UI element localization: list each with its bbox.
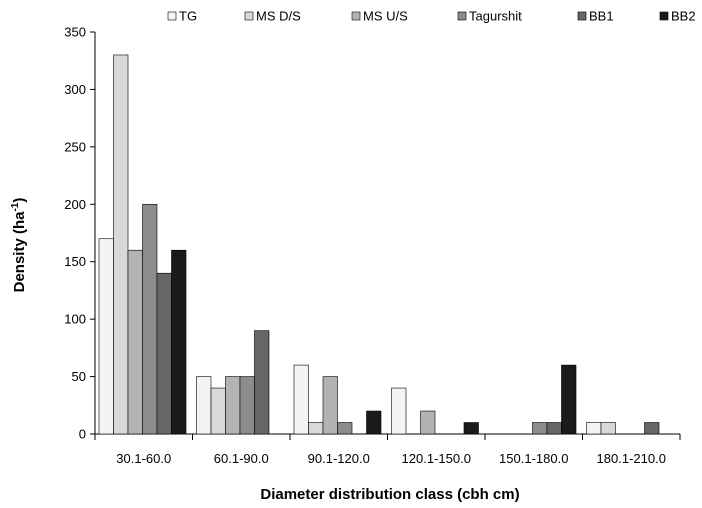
bar-tg-0 bbox=[98, 238, 114, 435]
bar-tagurshit-1 bbox=[239, 376, 255, 435]
y-tick-label: 250 bbox=[64, 139, 86, 154]
y-axis: 0 50 100 150 200 250 300 350 bbox=[64, 25, 96, 442]
bar-bb2-2 bbox=[366, 410, 382, 435]
legend-label: BB1 bbox=[589, 9, 614, 24]
bar-ms-u-s-3 bbox=[420, 410, 436, 435]
legend-label: Tagurshit bbox=[469, 9, 522, 24]
y-axis-title-main: Density (ha bbox=[11, 211, 28, 293]
x-tick-label: 90.1-120.0 bbox=[308, 451, 370, 466]
x-tick-label: 30.1-60.0 bbox=[116, 451, 171, 466]
y-tick-label: 200 bbox=[64, 197, 86, 212]
x-axis-title: Diameter distribution class (cbh cm) bbox=[260, 486, 519, 503]
y-axis-title: Density (ha-1) bbox=[10, 198, 28, 293]
legend-swatch bbox=[457, 11, 467, 21]
bar-bb1-0 bbox=[156, 272, 172, 435]
legend-swatch bbox=[659, 11, 669, 21]
y-tick-label: 50 bbox=[72, 369, 86, 384]
bar-bb1-5 bbox=[644, 422, 660, 435]
bars bbox=[98, 54, 660, 435]
bar-ms-u-s-1 bbox=[225, 376, 241, 435]
bar-bb2-3 bbox=[463, 422, 479, 435]
bar-ms-u-s-0 bbox=[127, 249, 143, 435]
bar-ms-u-s-2 bbox=[322, 376, 338, 435]
bar-tg-1 bbox=[196, 376, 212, 435]
x-axis: 30.1-60.0 60.1-90.0 90.1-120.0 120.1-150.0 1… bbox=[94, 433, 681, 466]
y-tick-label: 300 bbox=[64, 82, 86, 97]
legend-swatch bbox=[577, 11, 587, 21]
bar-bb2-0 bbox=[171, 249, 187, 435]
bar-ms-d-s-2 bbox=[308, 422, 324, 435]
bar-bb1-4 bbox=[546, 422, 562, 435]
x-tick-label: 180.1-210.0 bbox=[597, 451, 666, 466]
legend-swatch bbox=[167, 11, 177, 21]
legend-label: MS D/S bbox=[256, 9, 301, 24]
bar-tagurshit-2 bbox=[337, 422, 353, 435]
y-tick-label: 350 bbox=[64, 25, 86, 40]
x-tick-label: 120.1-150.0 bbox=[402, 451, 471, 466]
y-axis-title-sup: -1 bbox=[10, 202, 21, 211]
y-tick-label: 150 bbox=[64, 254, 86, 269]
legend-label: BB2 bbox=[671, 9, 696, 24]
legend-swatch bbox=[244, 11, 254, 21]
legend-label: TG bbox=[179, 9, 197, 24]
legend-swatch bbox=[351, 11, 361, 21]
legend-label: MS U/S bbox=[363, 9, 408, 24]
bar-tagurshit-0 bbox=[142, 203, 158, 435]
bar-tagurshit-4 bbox=[532, 422, 548, 435]
y-tick-label: 0 bbox=[79, 427, 86, 442]
x-tick-label: 60.1-90.0 bbox=[214, 451, 269, 466]
bar-bb1-1 bbox=[254, 330, 270, 435]
bar-tg-2 bbox=[293, 364, 309, 435]
bar-ms-d-s-5 bbox=[600, 422, 616, 435]
y-axis-title-end: ) bbox=[11, 198, 28, 203]
bar-ms-d-s-0 bbox=[113, 54, 129, 435]
legend: TG MS D/S MS U/S Tagurshit BB1 BB2 bbox=[167, 9, 696, 24]
bar-tg-5 bbox=[586, 422, 602, 435]
bar-ms-d-s-1 bbox=[210, 387, 226, 435]
bar-bb2-4 bbox=[561, 364, 577, 435]
y-tick-label: 100 bbox=[64, 312, 86, 327]
x-tick-label: 150.1-180.0 bbox=[499, 451, 568, 466]
bar-tg-3 bbox=[391, 387, 407, 435]
